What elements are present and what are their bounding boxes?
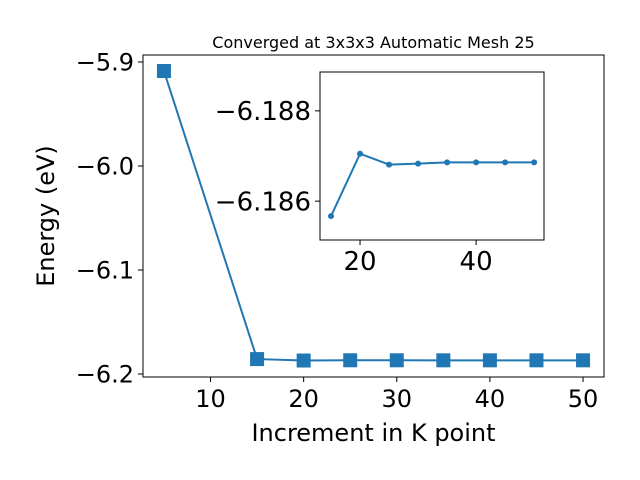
- y-tick-label: −5.9: [76, 49, 134, 77]
- marker: [436, 353, 451, 368]
- x-tick-label: 40: [460, 247, 493, 277]
- marker: [473, 159, 480, 166]
- line: [330, 152, 535, 217]
- x-tick-label: 30: [382, 385, 413, 413]
- marker: [343, 353, 358, 368]
- marker: [328, 213, 335, 220]
- marker: [296, 353, 311, 368]
- marker: [444, 159, 451, 166]
- marker: [529, 353, 544, 368]
- chart-title: Converged at 3x3x3 Automatic Mesh 25: [212, 33, 534, 52]
- marker: [502, 159, 509, 166]
- marker: [156, 64, 171, 79]
- marker: [531, 159, 538, 166]
- marker: [250, 352, 265, 367]
- y-tick-label: −6.1: [76, 257, 134, 285]
- marker: [482, 353, 497, 368]
- marker: [386, 161, 393, 168]
- x-tick-label: 40: [475, 385, 506, 413]
- marker: [576, 353, 591, 368]
- marker: [389, 353, 404, 368]
- y-axis-label: Energy (eV): [32, 145, 60, 287]
- y-tick-label: −6.0: [76, 153, 134, 181]
- marker: [357, 150, 364, 157]
- x-tick-label: 50: [568, 385, 599, 413]
- x-axis-label: Increment in K point: [251, 419, 495, 447]
- x-tick-label: 20: [343, 247, 376, 277]
- axes-background: [319, 71, 545, 241]
- y-tick-label: −6.188: [215, 97, 311, 127]
- x-tick-label: 20: [288, 385, 319, 413]
- y-tick-label: −6.2: [76, 361, 134, 389]
- y-tick-label: −6.186: [215, 188, 311, 218]
- x-tick-label: 10: [195, 385, 226, 413]
- marker: [415, 160, 422, 167]
